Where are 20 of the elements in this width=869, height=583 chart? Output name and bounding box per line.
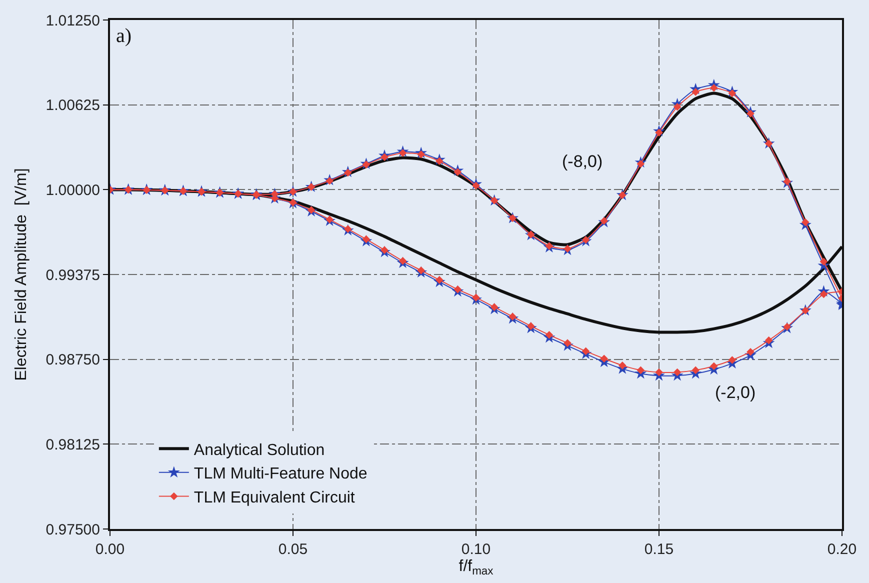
annotation: a) (116, 25, 132, 47)
y-tick-label: 0.98750 (46, 352, 100, 369)
legend-label: TLM Multi-Feature Node (194, 466, 368, 483)
y-tick-label: 0.99375 (46, 266, 100, 284)
x-tick-label: 0.15 (644, 541, 674, 558)
x-tick-label: 0.10 (461, 541, 491, 558)
y-tick-label: 1.01250 (46, 12, 100, 30)
y-tick-label: 0.98125 (46, 436, 100, 454)
y-tick-label: 1.00625 (46, 97, 100, 114)
x-tick-label: 0.00 (95, 541, 125, 558)
y-tick-label: 1.00000 (46, 182, 100, 199)
annotation: (-2,0) (715, 383, 756, 402)
y-axis-title: Electric Field Amplitude [V/m] (13, 168, 30, 381)
legend-label: TLM Equivalent Circuit (194, 489, 356, 506)
x-axis-title: f/f$_{max}$ (458, 558, 494, 578)
annotation: (-8,0) (562, 152, 603, 171)
y-tick-label: 0.97500 (46, 521, 100, 538)
legend-label: Analytical Solution (194, 442, 325, 459)
x-tick-label: 0.20 (827, 541, 857, 558)
x-tick-label: 0.05 (278, 541, 308, 558)
